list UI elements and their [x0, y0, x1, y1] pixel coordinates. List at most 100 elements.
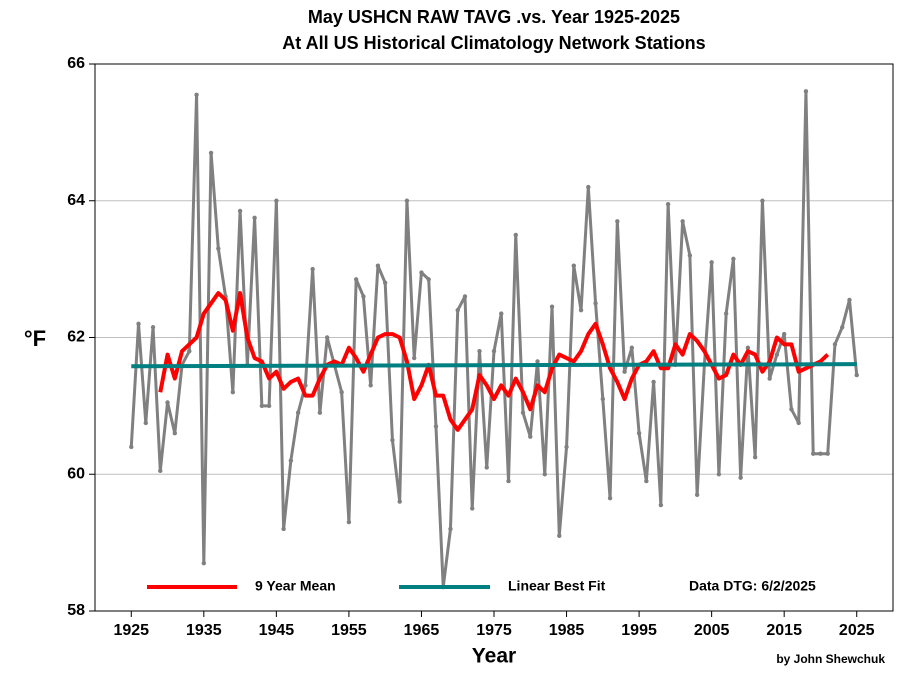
point — [216, 246, 221, 251]
point — [847, 297, 852, 303]
point — [658, 502, 664, 508]
point — [165, 400, 170, 405]
series-line — [129, 89, 859, 589]
point — [520, 410, 526, 415]
x-tick-label: 1995 — [621, 622, 657, 639]
point — [303, 383, 308, 388]
point — [636, 431, 642, 436]
point — [528, 434, 533, 439]
point — [557, 533, 562, 538]
x-tick-label: 2025 — [839, 622, 875, 639]
point — [129, 444, 134, 450]
point — [310, 266, 315, 272]
y-tick-label: 62 — [67, 329, 85, 346]
point — [150, 325, 156, 330]
point — [419, 270, 424, 275]
legend-label: Linear Best Fit — [508, 578, 606, 594]
x-axis-label: Year — [472, 645, 516, 668]
x-tick-label: 1945 — [259, 622, 295, 639]
point — [723, 311, 729, 316]
point — [375, 263, 381, 268]
point — [593, 301, 598, 306]
x-tick-label: 1925 — [113, 622, 149, 639]
point — [716, 472, 722, 477]
plot — [129, 89, 859, 590]
point — [738, 475, 743, 480]
point — [172, 431, 177, 436]
point — [854, 372, 859, 378]
point — [825, 451, 830, 456]
point — [288, 458, 294, 463]
point — [346, 519, 352, 525]
point — [259, 403, 265, 409]
point — [208, 150, 214, 156]
point — [600, 396, 606, 402]
point — [368, 383, 373, 388]
point — [651, 379, 656, 385]
x-tick-label: 2015 — [766, 622, 802, 639]
point — [295, 410, 301, 415]
point — [136, 321, 141, 327]
point — [781, 331, 787, 337]
point — [578, 307, 584, 313]
point — [709, 260, 714, 265]
point — [353, 277, 359, 282]
point — [499, 311, 504, 316]
point — [484, 465, 489, 470]
point — [230, 390, 236, 395]
point — [542, 472, 547, 477]
point — [462, 294, 468, 299]
point — [607, 495, 613, 501]
point — [832, 342, 838, 347]
point — [549, 304, 555, 309]
point — [513, 232, 518, 238]
point — [535, 359, 540, 364]
point — [448, 526, 453, 532]
plot-frame — [94, 63, 894, 612]
point — [324, 335, 330, 340]
point — [404, 198, 410, 203]
point — [281, 526, 286, 532]
point — [317, 410, 323, 415]
point — [339, 390, 344, 395]
point — [629, 345, 635, 350]
point — [586, 184, 591, 190]
credit: by John Shewchuk — [776, 652, 885, 666]
point — [644, 478, 649, 484]
y-tick-label: 60 — [67, 465, 85, 482]
x-tick-label: 1965 — [404, 622, 440, 639]
chart-subtitle: At All US Historical Climatology Network… — [282, 33, 705, 53]
point — [491, 348, 497, 354]
point — [767, 376, 772, 381]
x-tick-label: 1975 — [476, 622, 512, 639]
x-tick-label: 1985 — [549, 622, 585, 639]
chart-title: May USHCN RAW TAVG .vs. Year 1925-2025 — [308, 7, 680, 27]
x-tick-label: 2005 — [694, 622, 730, 639]
y-tick-label: 58 — [67, 602, 85, 619]
point — [470, 506, 475, 511]
point — [274, 198, 279, 203]
point — [615, 219, 620, 224]
series-line — [158, 291, 830, 432]
point — [687, 253, 693, 258]
point — [252, 215, 257, 221]
grid — [89, 63, 893, 617]
point — [433, 424, 439, 429]
point — [694, 492, 700, 497]
point — [840, 325, 845, 330]
point — [201, 560, 207, 566]
point — [382, 280, 388, 285]
point — [390, 437, 395, 443]
point — [455, 307, 460, 313]
point — [426, 277, 431, 282]
point — [803, 89, 809, 94]
point — [266, 403, 272, 409]
point — [187, 348, 192, 354]
point — [194, 92, 199, 97]
point — [796, 420, 801, 426]
point — [811, 451, 816, 456]
point — [477, 348, 482, 354]
point — [745, 345, 751, 350]
point — [412, 355, 417, 361]
